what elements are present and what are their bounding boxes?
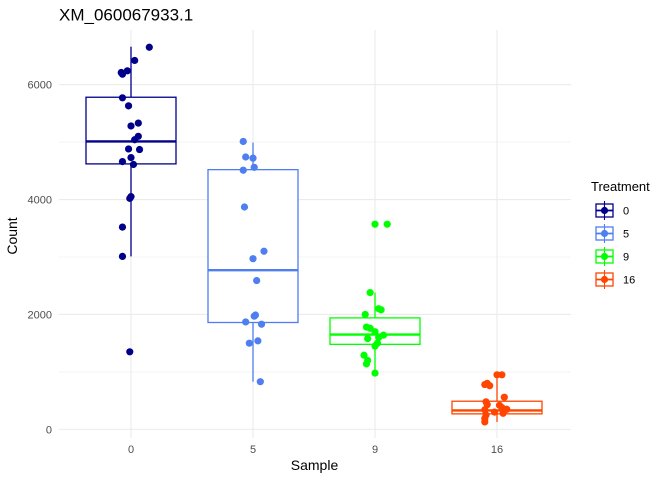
data-point [250, 312, 258, 320]
data-point [118, 94, 127, 102]
data-point [131, 56, 139, 65]
data-point [118, 223, 127, 231]
legend-label: 0 [623, 206, 629, 218]
x-tick-label: 16 [491, 444, 503, 456]
data-point [250, 163, 258, 171]
data-point [134, 119, 142, 127]
data-point [498, 371, 506, 379]
x-tick-label: 0 [128, 444, 134, 456]
data-point [118, 252, 127, 261]
data-point [500, 393, 508, 401]
y-tick-label: 6000 [28, 80, 52, 92]
data-point [253, 276, 261, 285]
data-point [371, 328, 379, 336]
boxes-layer [85, 46, 543, 422]
legend-key-point [600, 275, 609, 284]
data-point [383, 220, 391, 228]
data-point [242, 318, 250, 326]
data-point [126, 194, 134, 202]
box-iqr [85, 96, 177, 165]
box-0 [85, 46, 177, 257]
legend-item-9: 9 [595, 247, 629, 266]
legend-key-point [600, 206, 609, 215]
y-axis-title: Count [4, 217, 20, 254]
series-16-points [481, 371, 511, 426]
data-point [131, 136, 139, 144]
data-point [245, 339, 253, 347]
data-point [239, 137, 247, 146]
data-point [127, 153, 135, 162]
data-point [260, 247, 268, 255]
data-point [361, 310, 369, 319]
data-point [249, 154, 257, 162]
legend-label: 16 [623, 275, 635, 287]
y-tick-label: 4000 [28, 195, 52, 207]
data-point [371, 369, 379, 377]
data-point [364, 334, 372, 343]
y-tick-label: 2000 [28, 309, 52, 321]
legend-label: 5 [623, 229, 629, 241]
data-point [371, 342, 379, 350]
data-point [375, 333, 383, 342]
data-point [256, 378, 264, 386]
data-point [257, 320, 266, 328]
data-point [360, 351, 368, 359]
x-tick-label: 5 [250, 444, 256, 456]
legend-item-5: 5 [595, 224, 629, 243]
data-point [371, 220, 379, 228]
data-point [145, 43, 153, 51]
data-point [486, 382, 494, 390]
data-point [240, 203, 249, 211]
data-point [249, 255, 257, 263]
data-point [118, 157, 127, 166]
data-point [124, 145, 133, 153]
box-5 [207, 142, 299, 382]
data-point [126, 348, 134, 356]
axis-ticks: 0 2000 4000 6000 0 5 9 16 [28, 80, 504, 456]
series-5-points [239, 137, 268, 386]
legend-key-point [600, 229, 609, 238]
data-point [499, 409, 507, 417]
legend-key-point [600, 252, 609, 261]
legend-item-0: 0 [595, 201, 629, 220]
data-point [362, 360, 371, 368]
y-tick-label: 0 [46, 424, 52, 436]
data-point [135, 145, 144, 154]
data-point [254, 337, 262, 345]
data-point [377, 306, 385, 314]
points-layer [117, 43, 511, 426]
series-9-points [360, 220, 391, 377]
legend-title: Treatment [591, 179, 650, 194]
legend-label: 9 [623, 252, 629, 264]
legend-item-16: 16 [595, 270, 635, 289]
data-point [239, 166, 247, 174]
x-tick-label: 9 [372, 444, 378, 456]
data-point [127, 122, 135, 130]
legend: Treatment 0 5 9 16 [591, 179, 650, 289]
series-0-points [117, 43, 153, 356]
data-point [242, 153, 250, 161]
data-point [490, 408, 499, 416]
chart-title: XM_060067933.1 [59, 6, 193, 25]
data-point [366, 289, 374, 297]
data-point [124, 102, 133, 110]
x-axis-title: Sample [291, 457, 339, 473]
data-point [118, 70, 127, 78]
data-point [481, 418, 489, 426]
box-iqr [207, 168, 299, 324]
data-point [129, 160, 138, 169]
